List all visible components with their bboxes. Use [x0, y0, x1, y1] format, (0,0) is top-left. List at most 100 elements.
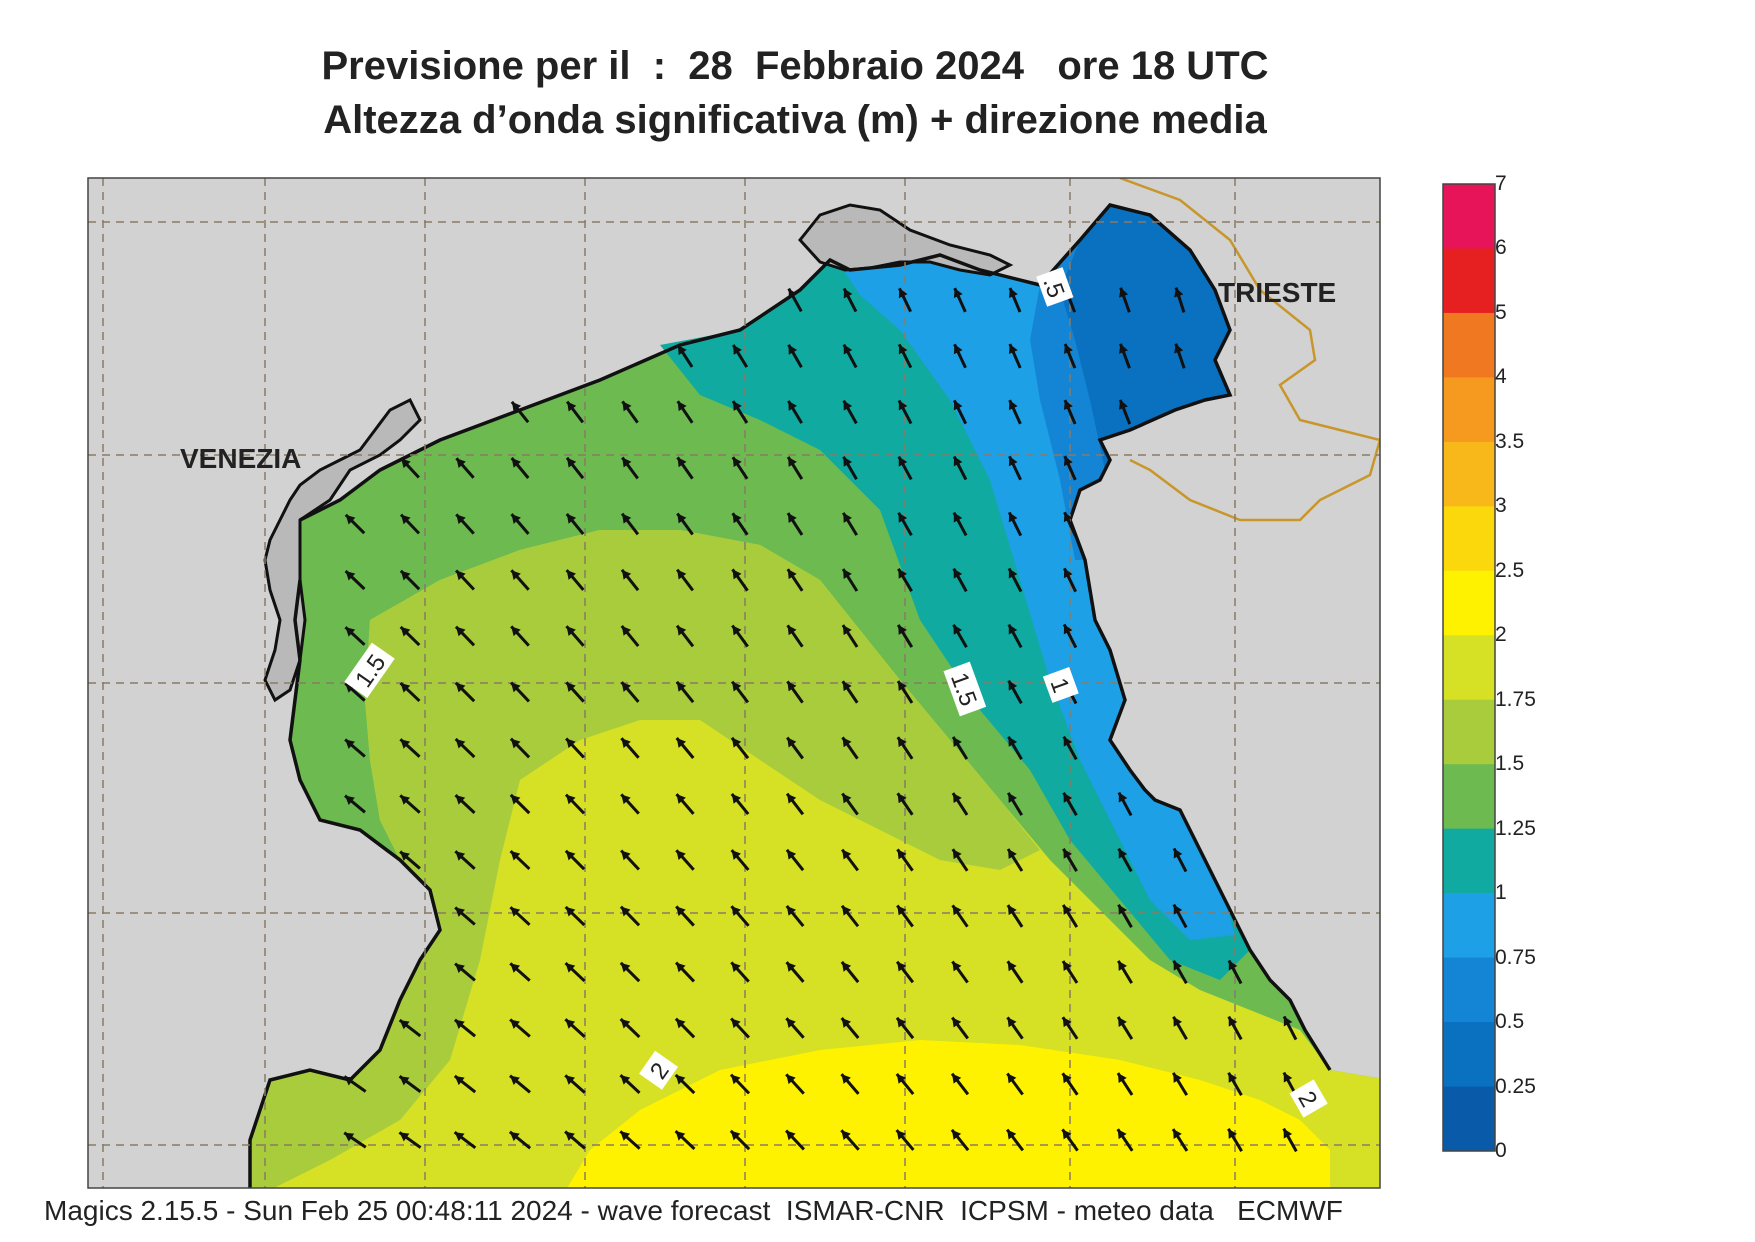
arrow-head [898, 568, 907, 579]
label-venezia: VENEZIA [180, 443, 301, 474]
arrow-head [952, 1073, 962, 1084]
colorbar-level-label: 2 [1495, 623, 1507, 647]
arrow-head [677, 513, 687, 524]
arrow-head [510, 794, 521, 805]
colorbar [1442, 183, 1496, 1152]
arrow-head [733, 401, 742, 412]
arrow-head [786, 962, 796, 972]
arrow-head [1063, 624, 1073, 635]
arrow-head [400, 739, 411, 749]
arrow-head [1008, 344, 1018, 355]
arrow-head [841, 1074, 851, 1084]
colorbar-swatch [1443, 1022, 1495, 1088]
arrow-head [1007, 1129, 1017, 1140]
arrow-head [732, 681, 742, 692]
arrow-head [787, 737, 797, 748]
arrow-head [565, 850, 576, 861]
arrow-head [953, 456, 963, 467]
arrow-head [1008, 400, 1018, 411]
arrow-head [842, 681, 852, 692]
colorbar-level-label: 3 [1495, 494, 1507, 518]
colorbar-level-label: 1 [1495, 881, 1507, 905]
arrow-head [1008, 287, 1018, 298]
arrow-head [788, 344, 798, 355]
arrow-head [896, 1073, 907, 1084]
arrow-head [677, 569, 687, 580]
arrow-head [1062, 1017, 1072, 1028]
map-title-line2: Altezza d’onda significativa (m) + direz… [323, 98, 1267, 142]
colorbar-level-label: 4 [1495, 365, 1507, 389]
colorbar-swatch [1443, 1086, 1495, 1152]
colorbar-swatch [1443, 506, 1495, 572]
arrow-head [787, 625, 797, 636]
arrow-head [842, 737, 852, 748]
arrow-head [730, 1074, 741, 1085]
colorbar-level-label: 6 [1495, 236, 1507, 260]
arrow-head [400, 626, 411, 637]
arrow-head [1062, 1129, 1072, 1140]
arrow-head [1063, 904, 1072, 915]
arrow-head [952, 961, 962, 972]
arrow-head [511, 457, 521, 468]
arrow-head [896, 1017, 907, 1028]
arrow-head [841, 1018, 851, 1028]
arrow-head [953, 624, 963, 635]
arrow-head [455, 851, 466, 861]
arrow-head [677, 625, 687, 636]
arrow-head [953, 344, 963, 355]
arrow-head [345, 627, 356, 637]
arrow-head [399, 1076, 410, 1086]
colorbar-swatch [1443, 570, 1495, 636]
arrow-head [732, 569, 742, 580]
arrow-head [786, 1074, 796, 1085]
arrow-head [1063, 961, 1072, 972]
arrow-head [456, 458, 466, 468]
arrow-head [400, 795, 411, 805]
arrow-head [621, 794, 631, 805]
arrow-head [566, 738, 576, 749]
arrow-head [566, 626, 576, 636]
arrow-head [401, 458, 411, 469]
arrow-head [566, 513, 577, 524]
arrow-head [898, 344, 908, 355]
colorbar-level-label: 0 [1495, 1139, 1507, 1162]
arrow-head [786, 849, 797, 860]
arrow-head [1007, 905, 1017, 916]
arrow-head [1007, 1073, 1017, 1084]
arrow-head [399, 1020, 410, 1030]
arrow-head [510, 1075, 520, 1085]
arrow-head [455, 795, 466, 805]
arrow-head [733, 344, 742, 355]
arrow-head [621, 682, 631, 692]
arrow-head [842, 625, 852, 636]
colorbar-swatch [1443, 248, 1495, 314]
arrow-head [1118, 848, 1128, 859]
arrow-head [1118, 1016, 1127, 1027]
arrow-head [898, 288, 908, 299]
arrow-head [731, 850, 741, 860]
arrow-head [621, 738, 631, 748]
arrow-head [897, 737, 907, 748]
arrow-head [1173, 904, 1183, 915]
arrow-head [1008, 792, 1017, 803]
arrow-head [621, 569, 632, 580]
arrow-head [1008, 624, 1018, 635]
arrow-head [566, 457, 577, 468]
arrow-head [344, 1076, 355, 1086]
arrow-head [511, 401, 522, 412]
arrow-head [510, 907, 521, 917]
arrow-head [1173, 848, 1183, 859]
arrow-head [676, 681, 687, 692]
arrow-head [953, 288, 963, 299]
arrow-head [1063, 343, 1073, 354]
arrow-head [898, 400, 908, 411]
contour-label: 2 [1289, 1079, 1328, 1118]
arrow-head [897, 849, 907, 860]
wave-direction-arrows [343, 287, 1298, 1153]
arrow-head [676, 906, 686, 917]
arrow-head [951, 1129, 962, 1140]
arrow-head [842, 793, 852, 804]
arrow-head [843, 344, 853, 355]
arrow-head [952, 905, 962, 916]
arrow-head [843, 568, 852, 579]
